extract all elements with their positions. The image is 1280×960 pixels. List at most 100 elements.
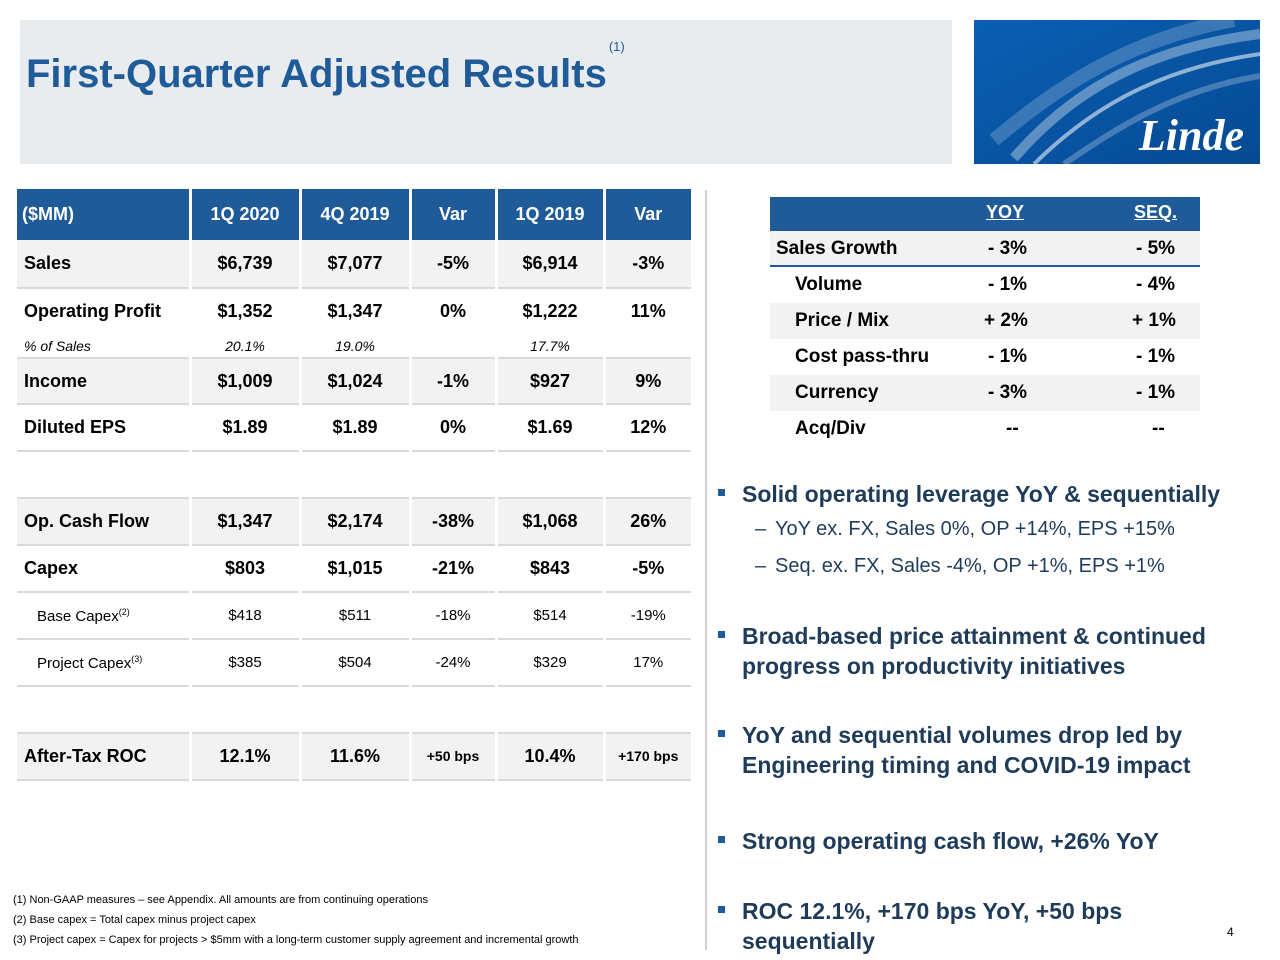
table-cell: $1,222 bbox=[496, 288, 606, 334]
table-cell bbox=[410, 334, 498, 359]
footnotes: (1) Non-GAAP measures – see Appendix. Al… bbox=[13, 890, 579, 950]
table-cell: $504 bbox=[300, 639, 412, 687]
table-row-capex: Capex $803 $1,015 -21% $843 -5% bbox=[17, 545, 691, 593]
table-row-project-capex: Project Capex(3) $385 $504 -24% $329 17% bbox=[17, 639, 691, 687]
table-cell: -5% bbox=[604, 545, 691, 593]
table-cell: 11% bbox=[630, 301, 666, 321]
bullet-text-line1: Broad-based price attainment & continued bbox=[742, 623, 1206, 649]
table-cell: +50 bps bbox=[410, 733, 498, 781]
header-var-yoy: Var bbox=[604, 189, 691, 240]
page-title: First-Quarter Adjusted Results(1) bbox=[26, 38, 625, 96]
bullet-text-line1: YoY and sequential volumes drop led by bbox=[742, 722, 1183, 748]
bullet-text-line1: ROC 12.1%, +170 bps YoY, +50 bps bbox=[742, 898, 1123, 924]
growth-row-acq-div: Acq/Div -- -- bbox=[770, 411, 1200, 447]
table-cell: $1,352 bbox=[190, 288, 302, 334]
table-cell: $6,739 bbox=[190, 240, 302, 289]
table-cell: -21% bbox=[410, 545, 498, 593]
header-1q2020: 1Q 2020 bbox=[190, 189, 302, 240]
growth-yoy: - 1% bbox=[988, 274, 1028, 295]
spacer-cell bbox=[300, 686, 412, 734]
bullet-marker bbox=[718, 631, 725, 638]
table-cell: $514 bbox=[496, 592, 606, 640]
dash-marker: – bbox=[755, 518, 767, 540]
row-label: After-Tax ROC bbox=[17, 733, 192, 781]
bullet-text-line2: Engineering timing and COVID-19 impact bbox=[742, 752, 1191, 778]
table-cell: $927 bbox=[496, 358, 606, 405]
table-cell: $1,347 bbox=[300, 288, 412, 334]
table-cell: -3% bbox=[604, 240, 691, 289]
growth-row-currency: Currency - 3% - 1% bbox=[770, 375, 1200, 411]
table-cell: $1.89 bbox=[190, 404, 302, 452]
table-cell: $1,024 bbox=[300, 358, 412, 405]
growth-seq: - 1% bbox=[1136, 346, 1176, 367]
table-cell: -19% bbox=[604, 592, 691, 640]
table-cell bbox=[604, 334, 691, 359]
spacer-cell bbox=[496, 451, 606, 499]
table-cell: $511 bbox=[300, 592, 412, 640]
spacer-cell bbox=[300, 451, 412, 499]
growth-table: YOY SEQ. Sales Growth - 3% - 5% Volume -… bbox=[770, 197, 1200, 447]
header-4q2019: 4Q 2019 bbox=[300, 189, 412, 240]
table-cell: -18% bbox=[410, 592, 498, 640]
table-cell: $329 bbox=[496, 639, 606, 687]
table-spacer-row bbox=[17, 451, 691, 499]
table-cell: 17.7% bbox=[496, 334, 606, 359]
table-cell: 20.1% bbox=[190, 334, 302, 359]
growth-label: Volume bbox=[795, 274, 863, 295]
table-cell: -38% bbox=[410, 498, 498, 546]
table-row-operating-profit: Operating Profit $1,352 $1,347 0% $1,222… bbox=[17, 288, 691, 334]
row-label: Operating Profit bbox=[17, 288, 192, 334]
growth-seq: - 1% bbox=[1136, 382, 1176, 403]
growth-row-sales-growth: Sales Growth - 3% - 5% bbox=[770, 231, 1200, 267]
table-row-base-capex: Base Capex(2) $418 $511 -18% $514 -19% bbox=[17, 592, 691, 640]
bullet-marker bbox=[718, 730, 725, 737]
growth-yoy: + 2% bbox=[984, 310, 1028, 331]
bullet-text-line2: sequentially bbox=[742, 928, 875, 954]
sub-bullet-yoy: – YoY ex. FX, Sales 0%, OP +14%, EPS +15% bbox=[755, 518, 1175, 540]
table-cell: $1.69 bbox=[496, 404, 606, 452]
table-cell: -1% bbox=[410, 358, 498, 405]
footnote-3: (3) Project capex = Capex for projects >… bbox=[13, 934, 579, 946]
growth-header: YOY SEQ. bbox=[770, 197, 1200, 231]
table-cell: 0% bbox=[410, 288, 498, 334]
header-1q2019: 1Q 2019 bbox=[496, 189, 606, 240]
growth-label: Cost pass-thru bbox=[795, 346, 930, 367]
row-label: % of Sales bbox=[17, 334, 192, 359]
table-cell: $385 bbox=[190, 639, 302, 687]
growth-row-price-mix: Price / Mix + 2% + 1% bbox=[770, 303, 1200, 339]
table-cell: 9% bbox=[604, 358, 691, 405]
table-cell: 17% bbox=[604, 639, 691, 687]
results-table: ($MM) 1Q 2020 4Q 2019 Var 1Q 2019 Var Sa… bbox=[17, 189, 691, 781]
row-label: Op. Cash Flow bbox=[17, 498, 192, 546]
spacer-cell bbox=[604, 686, 691, 734]
linde-logo: Linde bbox=[974, 20, 1260, 164]
vertical-divider bbox=[705, 190, 707, 950]
table-cell: $7,077 bbox=[300, 240, 412, 289]
footnote-2: (2) Base capex = Total capex minus proje… bbox=[13, 914, 256, 926]
table-cell: $803 bbox=[190, 545, 302, 593]
growth-label: Sales Growth bbox=[776, 238, 898, 259]
table-cell: $1,347 bbox=[190, 498, 302, 546]
table-cell: $1,068 bbox=[496, 498, 606, 546]
table-cell: +170 bps bbox=[604, 733, 691, 781]
page-number: 4 bbox=[1227, 925, 1234, 939]
bullet-marker bbox=[718, 489, 725, 496]
spacer-cell bbox=[604, 451, 691, 499]
growth-yoy: - 3% bbox=[988, 382, 1028, 403]
table-cell: $1,009 bbox=[190, 358, 302, 405]
spacer-cell bbox=[496, 686, 606, 734]
table-row-after-tax-roc: After-Tax ROC 12.1% 11.6% +50 bps 10.4% … bbox=[17, 733, 691, 781]
footnote-ref: (3) bbox=[131, 653, 143, 664]
bullet-text: Strong operating cash flow, +26% YoY bbox=[742, 828, 1159, 854]
growth-seq: - 5% bbox=[1136, 238, 1176, 259]
bullet-marker bbox=[718, 836, 725, 843]
sub-bullet-seq: – Seq. ex. FX, Sales -4%, OP +1%, EPS +1% bbox=[755, 555, 1165, 577]
table-cell: -5% bbox=[410, 240, 498, 289]
table-cell: 0% bbox=[410, 404, 498, 452]
row-label: Sales bbox=[17, 240, 192, 289]
growth-seq: + 1% bbox=[1132, 310, 1176, 331]
growth-label: Price / Mix bbox=[795, 310, 889, 331]
spacer-cell bbox=[17, 451, 192, 499]
table-cell: 10.4% bbox=[496, 733, 606, 781]
table-spacer-row bbox=[17, 686, 691, 734]
